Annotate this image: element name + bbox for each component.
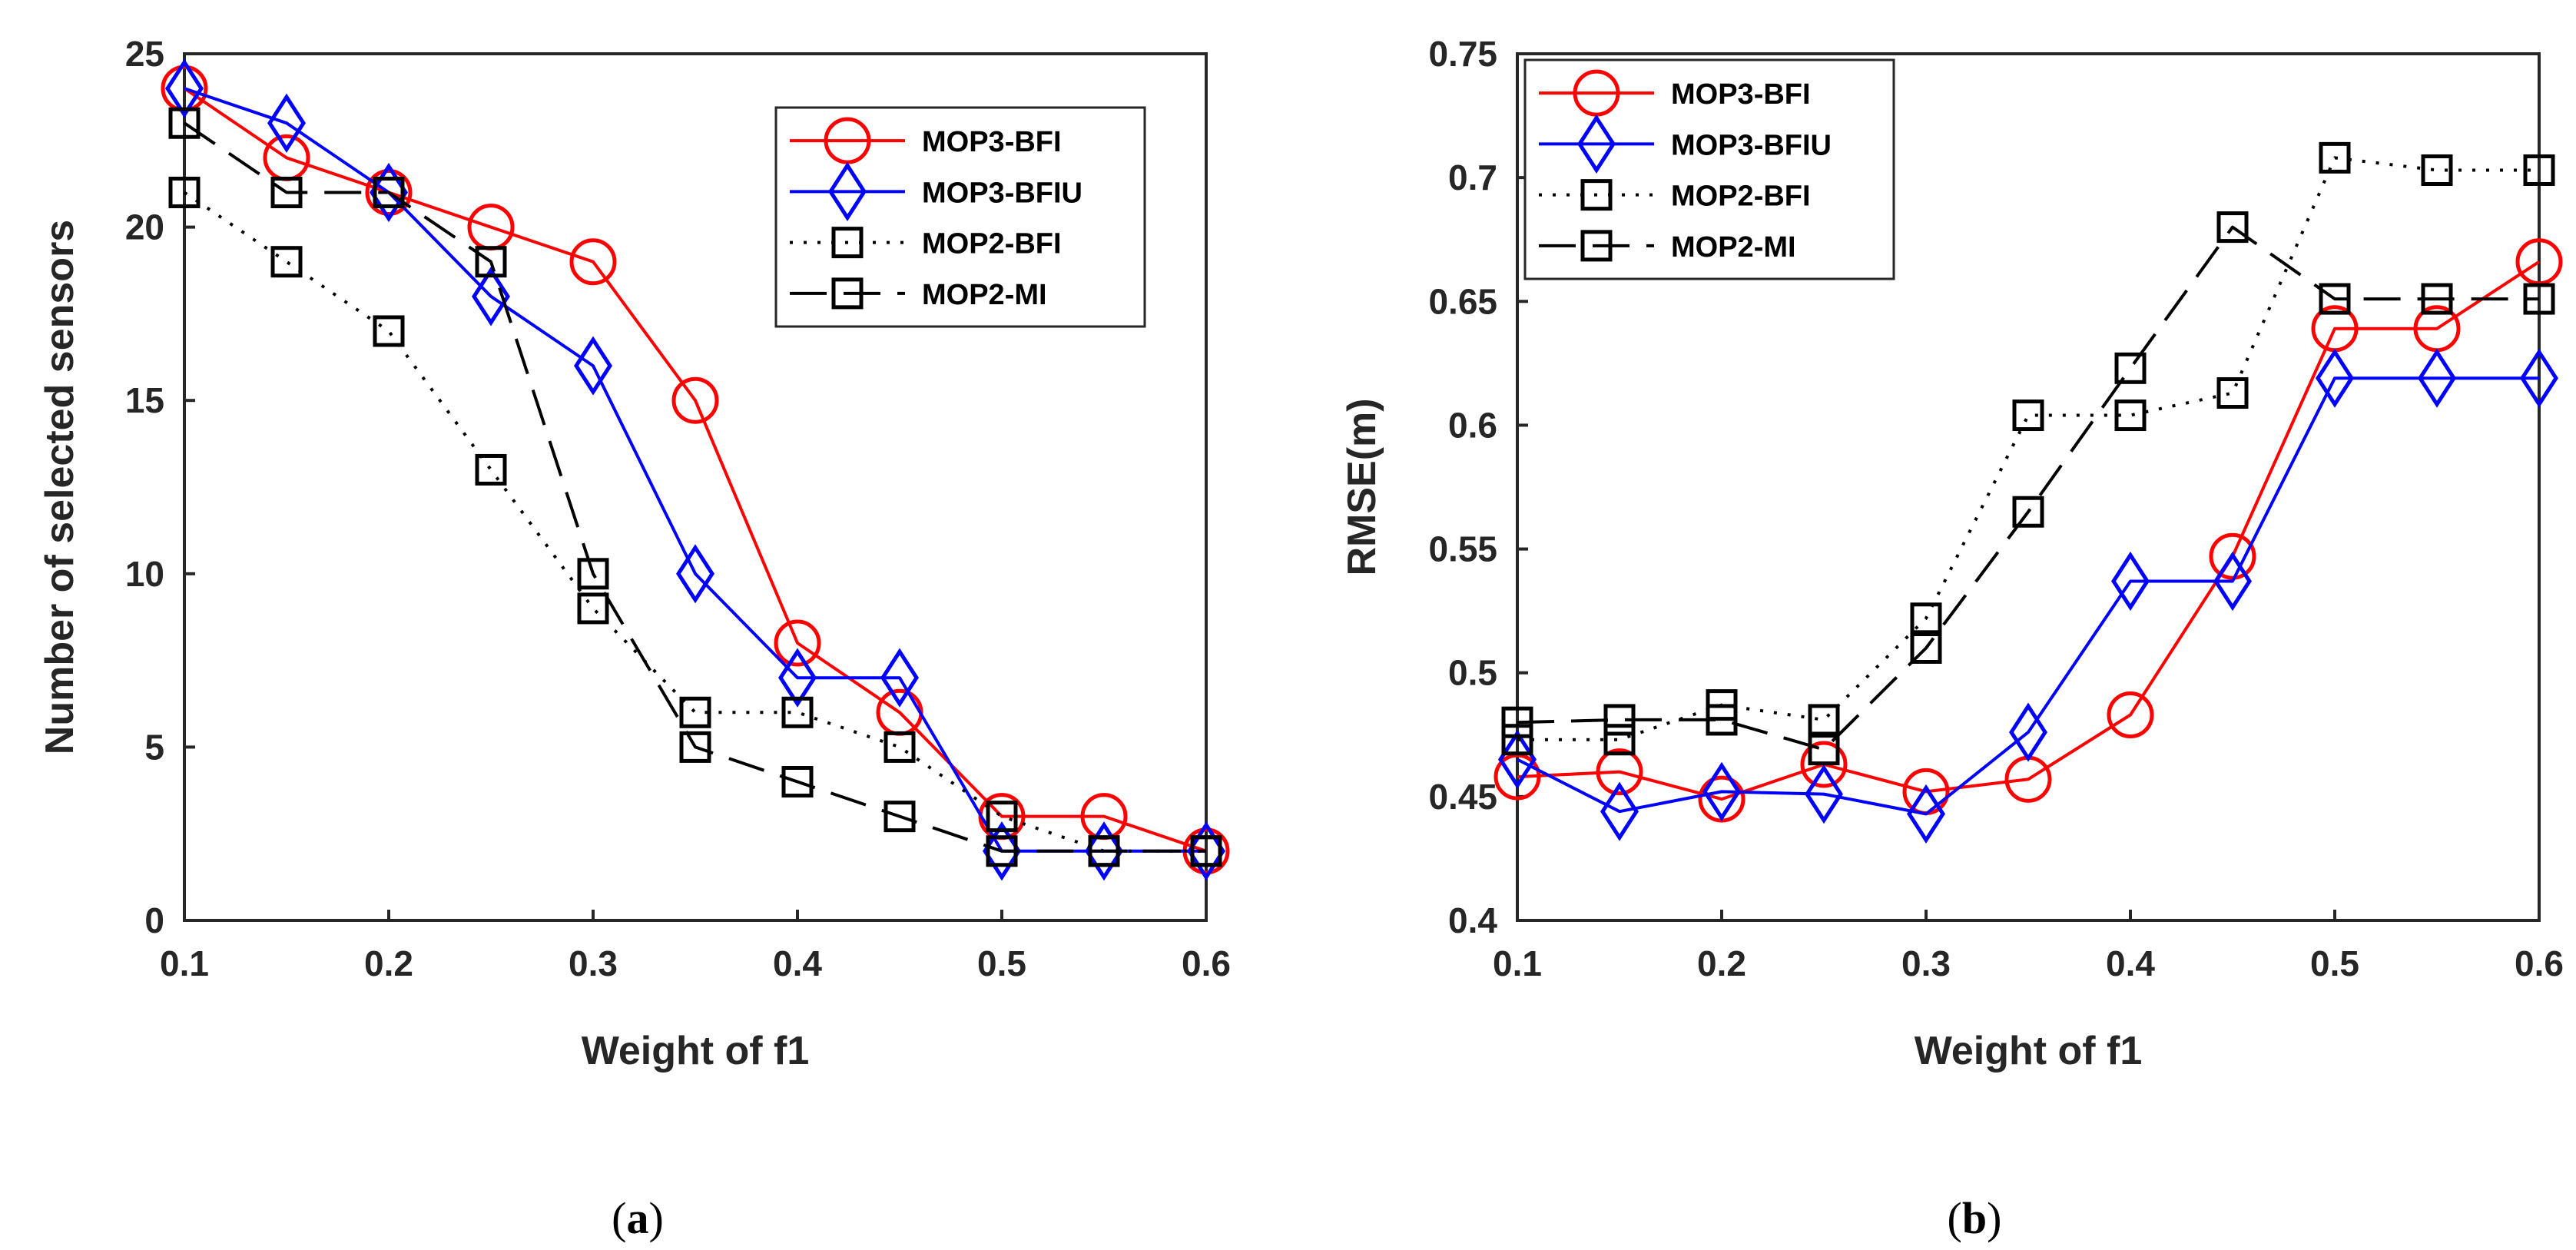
chart-b-series-line-mop3-bfiu	[1517, 376, 2539, 816]
chart-a-legend-label: MOP2-MI	[922, 279, 1047, 311]
chart-b-legend-label: MOP2-BFI	[1671, 181, 1811, 213]
chart-a-xtick-label: 0.4	[773, 943, 822, 983]
chart-b-ytick-label: 0.5	[1448, 653, 1497, 693]
chart-b: 0.1 0.2 0.3 0.4 0.5 0.6 0.4 0.45 0.5 0.55 0.6 0.65 0…	[1340, 34, 2564, 1243]
chart-b-series-line-mop2-mi	[1517, 225, 2539, 751]
chart-a-panel-label: (a)	[612, 1193, 664, 1243]
chart-a-ytick-label: 0	[144, 900, 164, 940]
chart-b-xtick-label: 0.2	[1697, 943, 1746, 983]
chart-a-series-line-mop2-mi	[183, 121, 1206, 853]
chart-a-legend: MOP3-BFI MOP3-BFIU MOP2-BFI MOP2-MI	[774, 106, 1146, 328]
chart-a-ticks: 0.1 0.2 0.3 0.4 0.5 0.6 0 5 10 15 20 25	[125, 34, 1231, 983]
chart-a-legend-box	[774, 106, 1146, 328]
chart-a-xtick-label: 0.5	[977, 943, 1026, 983]
chart-b-xtick-label: 0.1	[1493, 943, 1542, 983]
chart-a-legend-label: MOP2-BFI	[922, 228, 1062, 260]
chart-a-panel-letter: a	[627, 1193, 649, 1243]
chart-a-series-line-mop3-bfiu	[184, 87, 1206, 853]
chart-a-xtick-label: 0.6	[1182, 943, 1231, 983]
chart-b-legend-box	[1523, 58, 1895, 280]
chart-b-panel-letter: b	[1962, 1193, 1987, 1243]
chart-b-ylabel: RMSE(m)	[1340, 398, 1384, 575]
chart-b-ticks: 0.1 0.2 0.3 0.4 0.5 0.6 0.4 0.45 0.5 0.55 0.6 0.65 0…	[1428, 34, 2564, 983]
chart-b-panel-label: (b)	[1948, 1193, 2002, 1243]
chart-b-legend: MOP3-BFI MOP3-BFIU MOP2-BFI MOP2-MI	[1523, 58, 1895, 280]
chart-a-ytick-label: 20	[125, 207, 164, 247]
chart-a-xtick-label: 0.3	[569, 943, 618, 983]
chart-a-xtick-label: 0.1	[160, 943, 209, 983]
chart-b-ytick-label: 0.45	[1428, 777, 1497, 817]
chart-b-legend-label: MOP2-MI	[1671, 231, 1796, 264]
chart-b-ytick-label: 0.6	[1448, 405, 1497, 445]
chart-a-series-line-mop2-bfi	[183, 191, 1206, 853]
chart-b-ytick-label: 0.55	[1428, 529, 1497, 569]
chart-b-xtick-label: 0.5	[2310, 943, 2359, 983]
chart-a-ytick-label: 25	[125, 34, 164, 74]
chart-b-series-line-mop3-bfi	[1517, 260, 2541, 801]
chart-b-xtick-label: 0.3	[1901, 943, 1951, 983]
chart-a-series-line-mop3-bfi	[183, 87, 1207, 853]
chart-a-ytick-label: 5	[144, 727, 164, 767]
chart-a-ytick-label: 15	[125, 380, 164, 420]
chart-b-ytick-label: 0.65	[1428, 281, 1497, 321]
chart-b-legend-label: MOP3-BFIU	[1671, 129, 1832, 161]
chart-a-ytick-label: 10	[125, 554, 164, 594]
chart-a-xlabel: Weight of f1	[582, 1029, 810, 1073]
chart-b-ytick-label: 0.4	[1448, 900, 1497, 940]
chart-a-series	[163, 62, 1228, 877]
chart-b-ytick-label: 0.75	[1428, 34, 1497, 74]
chart-a-legend-label: MOP3-BFIU	[922, 177, 1082, 209]
chart-b-legend-label: MOP3-BFI	[1671, 78, 1811, 111]
chart-b-xlabel: Weight of f1	[1915, 1029, 2143, 1073]
chart-b-xtick-label: 0.6	[2515, 943, 2564, 983]
chart-a-xtick-label: 0.2	[364, 943, 413, 983]
chart-b-ytick-label: 0.7	[1448, 157, 1497, 197]
chart-a-ylabel: Number of selected sensors	[38, 220, 82, 754]
chart-b-series	[1496, 144, 2561, 840]
chart-a-legend-label: MOP3-BFI	[922, 126, 1062, 158]
chart-b-xtick-label: 0.4	[2106, 943, 2155, 983]
